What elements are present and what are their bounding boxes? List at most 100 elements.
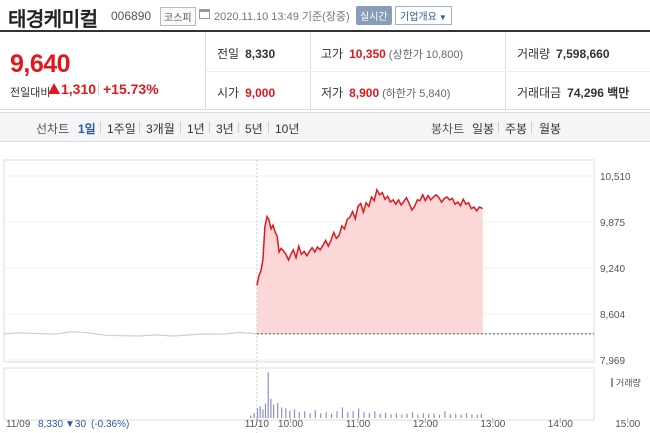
volume-bar	[406, 413, 408, 418]
prev-close-value: 8,330	[245, 47, 276, 61]
volume-bar	[277, 402, 279, 418]
change-divider	[98, 83, 99, 95]
open-price: 시가 9,000	[217, 84, 275, 101]
volume: 거래량 7,598,660	[517, 45, 610, 62]
stock-code: 006890	[111, 9, 152, 23]
high-value: 10,350	[349, 47, 386, 61]
company-overview-label: 기업개요	[400, 12, 437, 23]
volume-bar	[325, 412, 327, 418]
volume-bar	[285, 408, 287, 418]
company-overview-button[interactable]: 기업개요 ▼	[395, 6, 452, 25]
volume-bar	[281, 407, 283, 418]
x-axis: 11/10 10:00 11:00 12:00 13:00 14:00 15:00	[245, 418, 641, 430]
low-price: 저가 8,900 (하한가 5,840)	[321, 84, 450, 101]
y-tick-label: 9,240	[600, 264, 625, 275]
volume-bar	[253, 413, 255, 418]
x-tick-label: 15:00	[615, 419, 640, 430]
volume-bar	[449, 414, 451, 418]
tab-divider	[238, 122, 239, 133]
volume-bar	[347, 412, 349, 418]
up-arrow-icon	[48, 83, 60, 94]
tab-1y[interactable]: 1년	[187, 122, 205, 136]
trade-amount: 거래대금 74,296 백만	[517, 84, 629, 101]
tab-monthly-candle[interactable]: 월봉	[539, 122, 562, 136]
volume-legend: 거래량	[611, 377, 641, 388]
volume-legend-swatch	[611, 378, 613, 387]
tab-3y[interactable]: 3년	[216, 122, 234, 136]
calendar-icon	[199, 9, 210, 19]
volume-bar	[417, 414, 419, 418]
open-label: 시가	[217, 86, 240, 100]
volume-bar	[368, 413, 370, 418]
y-tick-label: 10,510	[600, 172, 631, 183]
y-axis: 10,510 9,875 9,240 8,604 7,969	[600, 172, 631, 367]
volume-bar	[289, 410, 291, 418]
volume-bar	[341, 407, 343, 418]
volume-bar	[379, 413, 381, 418]
amount-label: 거래대금	[517, 86, 562, 100]
tab-5y[interactable]: 5년	[245, 122, 263, 136]
tab-divider	[209, 122, 210, 133]
tab-3m[interactable]: 3개월	[146, 122, 175, 136]
volume-bar	[256, 408, 259, 418]
y-tick-label: 9,875	[600, 218, 625, 229]
volume-bar	[385, 412, 387, 418]
volume-bar	[411, 412, 414, 418]
stock-header: 태경케미컬 006890 코스피 2020.11.10 13:49 기준(장중)…	[0, 0, 650, 31]
volume-bar	[267, 372, 269, 418]
volume-bar	[273, 404, 275, 418]
prev-day-summary: 11/09 8,330 ▼30 (-0.36%)	[6, 419, 129, 430]
volume-bar	[455, 413, 457, 418]
tab-divider	[531, 122, 532, 133]
volume-bar	[270, 398, 272, 418]
volume-bar	[352, 410, 354, 418]
volume-bar	[320, 413, 322, 418]
market-badge: 코스피	[160, 7, 196, 26]
tab-divider	[180, 122, 181, 133]
chevron-down-icon: ▼	[438, 13, 447, 22]
volume-bar	[304, 411, 306, 418]
x-tick-label: 10:00	[278, 419, 303, 430]
volume-legend-label: 거래량	[616, 377, 641, 388]
volume-bar	[428, 414, 430, 418]
prev-day-date: 11/09	[6, 419, 31, 430]
chart-period-tabs: 선차트 1일 1주일 3개월 1년 3년 5년 10년 봉차트 일봉 주봉 월봉	[0, 112, 650, 142]
volume-bar	[293, 409, 296, 418]
x-tick-label: 11/10	[245, 419, 270, 430]
y-tick-label: 7,969	[600, 356, 625, 367]
change-percent: +15.73%	[103, 81, 159, 97]
tab-1w[interactable]: 1주일	[107, 122, 136, 136]
x-tick-label: 12:00	[413, 419, 438, 430]
line-chart-label: 선차트	[36, 122, 70, 136]
low-value: 8,900	[349, 86, 380, 100]
change-label: 전일대비	[10, 87, 51, 99]
change-value: 1,310	[61, 81, 97, 97]
volume-frame	[3, 367, 595, 421]
volume-bar	[358, 408, 360, 418]
prev-day-change: ▼30	[65, 419, 86, 430]
price-area	[256, 189, 483, 334]
chart-frame	[3, 159, 595, 363]
tab-10y[interactable]: 10년	[275, 122, 300, 136]
volume-bar	[309, 413, 311, 418]
realtime-button[interactable]: 실시간	[356, 6, 392, 25]
low-label: 저가	[321, 86, 344, 100]
high-label: 고가	[321, 47, 344, 61]
price-line	[256, 187, 484, 286]
prev-close-label: 전일	[217, 47, 240, 61]
tab-weekly-candle[interactable]: 주봉	[505, 122, 528, 136]
candle-chart-label: 봉차트	[431, 122, 465, 136]
volume-bar	[259, 406, 261, 418]
current-price: 9,640	[10, 50, 71, 78]
volume-bar	[438, 414, 441, 418]
amount-value: 74,296 백만	[567, 86, 630, 100]
volume-bar	[401, 414, 403, 418]
volume-bar	[336, 411, 338, 418]
prev-day-close: 8,330	[38, 419, 63, 430]
stock-name: 태경케미컬	[8, 9, 98, 31]
volume-bar	[480, 413, 482, 418]
high-price: 고가 10,350 (상한가 10,800)	[321, 45, 463, 62]
tab-daily-candle[interactable]: 일봉	[472, 122, 495, 136]
tab-1d[interactable]: 1일	[78, 122, 96, 136]
divider	[205, 32, 206, 110]
